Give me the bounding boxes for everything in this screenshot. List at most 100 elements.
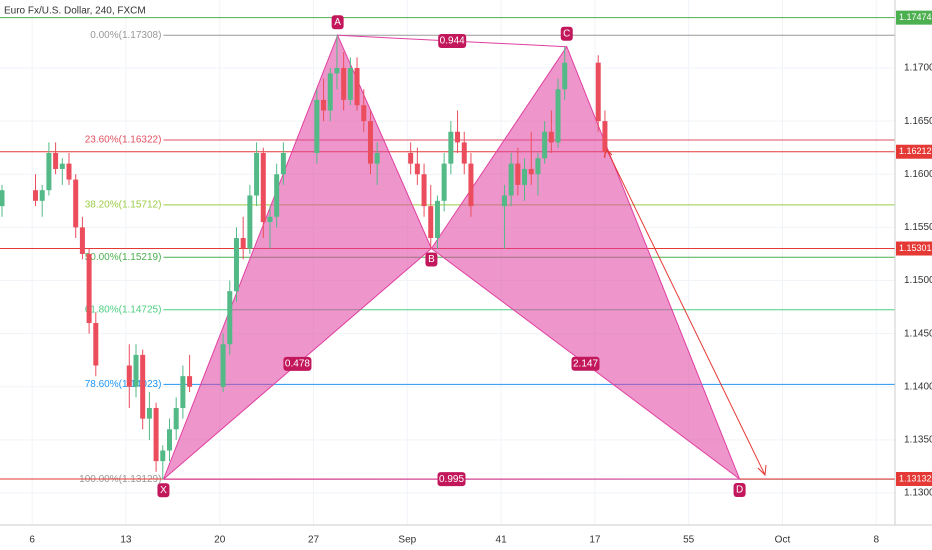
candle-body: [535, 158, 541, 175]
point-label: X: [160, 485, 167, 496]
x-tick-label: 8: [873, 535, 879, 546]
ratio-box: [438, 34, 467, 49]
x-tick-label: Sep: [398, 535, 416, 546]
candle-body: [173, 408, 179, 430]
candle-body: [39, 190, 45, 201]
y-tick-label: 1.16000: [904, 169, 932, 180]
candle-body: [367, 121, 373, 164]
candle-body: [180, 376, 186, 409]
candle-body: [341, 68, 347, 100]
candle-body: [408, 153, 414, 164]
candle-body: [361, 105, 367, 122]
candle-body: [247, 195, 253, 249]
fib-label: 23.60%(1.16322): [85, 135, 162, 146]
point-box: [733, 482, 746, 497]
candle-body: [414, 163, 420, 175]
candle-body: [595, 62, 601, 122]
candle-body: [321, 99, 327, 111]
candle-body: [455, 131, 461, 143]
candle-body: [254, 153, 260, 196]
candle-body: [267, 216, 273, 223]
pattern: 0.944 0.478 2.147 0.995 X A B C D: [157, 15, 746, 498]
ratio-box: [283, 356, 312, 371]
x-tick-label: 41: [496, 535, 508, 546]
candle-body: [542, 131, 548, 159]
candle-body: [508, 163, 514, 196]
candle-body: [153, 408, 159, 462]
candle-body: [522, 168, 528, 185]
candle-body: [160, 450, 166, 462]
candle-body: [515, 163, 521, 185]
candle-body: [468, 163, 474, 207]
y-tick-label: 1.16500: [904, 116, 932, 127]
candle-body: [227, 291, 233, 345]
y-tick-label: 1.14000: [904, 381, 932, 392]
price-tag-label: 1.15301: [899, 243, 932, 253]
candle-body: [602, 121, 608, 152]
x-tick-label: 17: [589, 535, 601, 546]
price-tag-label: 1.16212: [899, 146, 932, 156]
x-tick-label: 6: [29, 535, 35, 546]
y-tick-label: 1.17000: [904, 63, 932, 74]
candle-body: [0, 190, 5, 207]
price-tag: [896, 144, 932, 159]
candle-body: [327, 73, 333, 111]
y-tick-label: 1.15500: [904, 222, 932, 233]
candle-body: [421, 174, 427, 207]
fib-label: 0.00%(1.17308): [90, 30, 161, 41]
candle-body: [280, 153, 286, 175]
ratio-box: [571, 356, 600, 371]
point-box: [560, 26, 573, 41]
candle-body: [448, 131, 454, 164]
x-tick-label: 27: [308, 535, 320, 546]
point-box: [425, 252, 438, 267]
candle-body: [428, 206, 434, 239]
candle-body: [347, 68, 353, 100]
price-tag-label: 1.13132: [899, 473, 932, 483]
candle-body: [66, 163, 72, 180]
axes: 1.13000 1.13500 1.14000 1.14500 1.15000 1.155…: [29, 10, 932, 546]
candle-body: [93, 323, 99, 366]
x-tick-label: 13: [120, 535, 132, 546]
candle-body: [555, 89, 561, 143]
candle-body: [79, 227, 85, 254]
candle-body: [33, 190, 39, 201]
candle-body: [260, 153, 266, 223]
x-tick-label: 20: [214, 535, 226, 546]
y-tick-label: 1.13000: [904, 488, 932, 499]
candle-body: [73, 179, 79, 228]
candle-body: [334, 68, 340, 74]
candle-body: [374, 153, 380, 164]
candle-body: [441, 163, 447, 201]
ratio-box: [437, 472, 466, 487]
candle-body: [548, 131, 554, 143]
arrow-tail: [603, 149, 613, 158]
ratio-label: 2.147: [573, 358, 598, 369]
ratio-label: 0.995: [439, 474, 464, 485]
candle-body: [461, 142, 467, 164]
candle-body: [126, 365, 132, 387]
candle-body: [146, 408, 152, 419]
candle-body: [53, 153, 59, 169]
candles: [0, 35, 608, 480]
candle-body: [354, 68, 360, 106]
point-label: C: [563, 28, 570, 39]
candle-body: [166, 429, 172, 451]
candle-body: [314, 99, 320, 154]
x-tick-label: Oct: [775, 535, 791, 546]
candle-body: [187, 376, 193, 387]
candle-body: [528, 168, 534, 175]
point-box: [331, 15, 344, 30]
point-label: A: [334, 17, 341, 28]
point-label: B: [428, 254, 435, 265]
arrow-head: [757, 464, 767, 477]
y-tick-label: 1.13500: [904, 435, 932, 446]
candle-body: [86, 253, 92, 324]
chart-title: Euro Fx/U.S. Dollar, 240, FXCM: [4, 6, 146, 17]
point-box: [157, 483, 170, 498]
price-tag: [896, 471, 932, 486]
y-tick-label: 1.14500: [904, 328, 932, 339]
candle-body: [140, 354, 146, 419]
price-tag: [896, 10, 932, 25]
price-tag-label: 1.17474: [899, 12, 932, 22]
